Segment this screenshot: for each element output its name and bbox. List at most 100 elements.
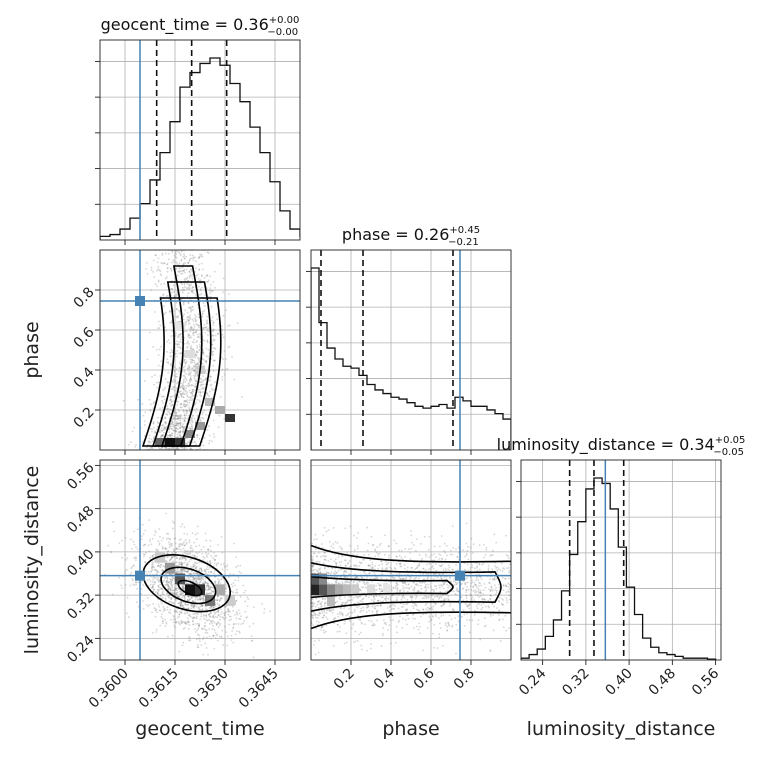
sample-point (434, 602, 437, 605)
sample-point (188, 560, 190, 563)
sample-point (202, 386, 204, 389)
sample-point (195, 380, 198, 382)
sample-point (188, 259, 191, 262)
sample-point (179, 419, 182, 422)
sample-point (195, 576, 197, 579)
sample-point (189, 377, 192, 379)
sample-point (178, 596, 181, 598)
sample-point (149, 580, 152, 583)
sample-point (313, 640, 316, 642)
sample-point (326, 571, 329, 574)
sample-point (438, 572, 441, 575)
sample-point (183, 540, 186, 543)
sample-point (357, 544, 359, 547)
sample-point (412, 613, 414, 616)
sample-point (136, 528, 139, 531)
sample-point (189, 573, 192, 576)
sample-point (204, 332, 207, 334)
sample-point (176, 418, 179, 420)
sample-point (186, 346, 189, 349)
sample-point (159, 428, 161, 431)
sample-point (200, 605, 203, 607)
sample-point (373, 598, 376, 601)
sample-point (188, 441, 191, 444)
sample-point (170, 597, 173, 600)
sample-point (207, 618, 210, 621)
sample-point (174, 587, 177, 590)
sample-point (97, 583, 99, 585)
sample-point (226, 367, 229, 370)
sample-point (162, 428, 165, 431)
sample-point (222, 563, 225, 565)
sample-point (214, 637, 217, 639)
sample-point (210, 566, 212, 569)
sample-point (201, 605, 204, 608)
sample-point (228, 576, 230, 578)
sample-point (232, 626, 235, 629)
sample-point (169, 435, 172, 437)
sample-point (189, 284, 192, 287)
sample-point (189, 391, 192, 394)
sample-point (203, 617, 206, 620)
sample-point (158, 594, 161, 597)
sample-point (231, 605, 234, 608)
sample-point (204, 532, 207, 535)
sample-point (167, 339, 170, 342)
sample-point (418, 609, 421, 612)
sample-point (180, 564, 183, 567)
sample-point (448, 614, 451, 617)
sample-point (209, 545, 212, 548)
sample-point (165, 421, 167, 424)
sample-point (181, 562, 184, 565)
sample-point (227, 610, 229, 613)
sample-point (187, 614, 190, 617)
sample-point (208, 607, 211, 610)
sample-point (159, 624, 162, 627)
sample-point (177, 595, 179, 598)
sample-point (172, 386, 174, 389)
sample-point (186, 276, 189, 279)
sample-point (320, 626, 323, 629)
sample-point (154, 568, 157, 571)
sample-point (370, 599, 373, 601)
sample-point (173, 589, 176, 592)
sample-point (185, 622, 188, 625)
sample-point (391, 576, 394, 578)
sample-point (175, 256, 178, 259)
sample-point (193, 616, 196, 619)
sample-point (132, 583, 134, 586)
sample-point (380, 577, 383, 580)
sample-point (174, 618, 177, 621)
sample-point (195, 319, 198, 322)
sample-point (199, 391, 202, 394)
sample-point (316, 555, 319, 557)
sample-point (201, 577, 204, 580)
sample-point (194, 561, 196, 564)
sample-point (181, 568, 184, 571)
sample-point (198, 640, 201, 643)
sample-point (182, 423, 184, 425)
sample-point (187, 370, 190, 373)
sample-point (316, 560, 319, 563)
sample-point (187, 292, 190, 295)
sample-point (203, 379, 205, 381)
sample-point (191, 359, 194, 362)
sample-point (449, 580, 452, 583)
sample-point (411, 569, 414, 572)
sample-point (349, 605, 352, 608)
sample-point (202, 327, 204, 329)
sample-point (359, 595, 362, 598)
sample-point (176, 433, 179, 436)
sample-point (158, 269, 161, 271)
sample-point (183, 418, 186, 421)
sample-point (176, 611, 179, 614)
sample-point (183, 583, 186, 586)
sample-point (323, 604, 326, 607)
sample-point (169, 579, 172, 581)
sample-point (196, 532, 199, 535)
sample-point (184, 543, 187, 546)
sample-point (209, 619, 212, 622)
sample-point (379, 604, 382, 607)
sample-point (176, 349, 179, 352)
sample-point (194, 383, 197, 386)
